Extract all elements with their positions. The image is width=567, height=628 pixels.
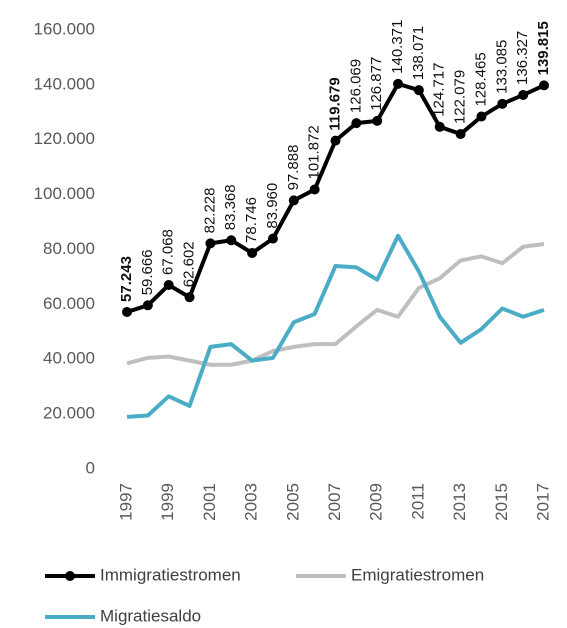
value-label: 122.079 (452, 70, 469, 124)
series-line (126, 242, 545, 367)
y-tick-label: 80.000 (43, 239, 95, 258)
value-label: 57.243 (118, 256, 135, 302)
value-label: 136.327 (514, 31, 531, 85)
y-tick-label: 100.000 (34, 184, 95, 203)
x-tick-label: 2005 (283, 483, 302, 521)
point (455, 129, 466, 140)
value-label: 97.888 (285, 145, 302, 191)
y-tick-label: 140.000 (34, 74, 95, 93)
value-label: 133.085 (493, 40, 510, 94)
legend-label: Immigratiestromen (100, 565, 241, 584)
value-label: 119.679 (326, 77, 343, 130)
series-line (126, 233, 545, 419)
legend-label: Emigratiestromen (351, 565, 484, 584)
value-label: 67.068 (160, 229, 177, 275)
x-tick-label: 2013 (450, 483, 469, 521)
point (351, 118, 362, 129)
value-label: 83.960 (264, 183, 281, 229)
y-tick-label: 20.000 (43, 404, 95, 423)
value-label: 138.071 (410, 26, 427, 80)
point (122, 306, 132, 317)
point (309, 184, 320, 195)
value-label: 82.228 (201, 187, 218, 233)
point (163, 279, 174, 290)
value-label: 126.069 (347, 59, 364, 113)
legend-label: Migratiesaldo (100, 606, 201, 625)
x-tick-label: 2003 (242, 483, 261, 521)
value-label: 126.877 (368, 57, 385, 111)
value-label: 78.746 (243, 197, 260, 243)
x-tick-label: 2011 (408, 483, 427, 520)
point (476, 111, 487, 122)
value-label: 62.602 (181, 241, 198, 287)
point (142, 300, 153, 311)
value-label: 139.815 (535, 21, 552, 75)
x-tick-label: 2007 (325, 483, 344, 521)
point (226, 235, 237, 246)
y-tick-label: 60.000 (43, 294, 95, 313)
point (184, 292, 195, 303)
value-label: 124.717 (431, 63, 448, 117)
point (393, 78, 404, 89)
x-tick-label: 2015 (492, 483, 511, 521)
x-tick-label: 2009 (367, 483, 386, 521)
y-tick-label: 40.000 (43, 349, 95, 368)
point (413, 85, 424, 96)
value-label: 140.371 (389, 20, 406, 74)
y-tick-label: 120.000 (34, 129, 95, 148)
value-label: 59.666 (139, 249, 156, 295)
point (372, 115, 383, 126)
point (497, 98, 508, 109)
value-label: 128.465 (472, 52, 489, 106)
point (330, 135, 341, 146)
legend-marker (65, 571, 75, 581)
point (288, 195, 299, 206)
y-tick-label: 0 (86, 458, 95, 477)
x-tick-label: 1997 (116, 483, 135, 521)
point (539, 80, 549, 91)
value-label: 83.368 (222, 184, 239, 230)
point (267, 233, 278, 244)
x-tick-label: 1999 (158, 483, 177, 521)
point (434, 121, 445, 132)
x-tick-label: 2017 (533, 483, 552, 521)
point (247, 247, 258, 258)
y-tick-label: 160.000 (34, 19, 95, 38)
point (518, 89, 529, 100)
value-label: 101.872 (306, 125, 323, 179)
point (205, 238, 216, 249)
x-tick-label: 2001 (200, 483, 219, 521)
